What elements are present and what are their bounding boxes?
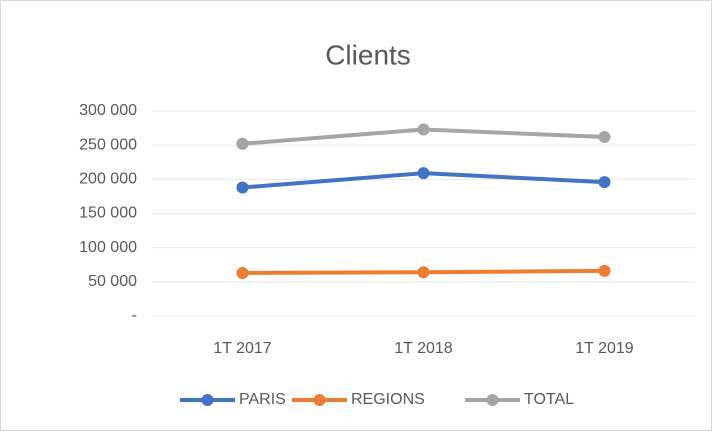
data-point xyxy=(417,167,430,180)
y-tick-label: 50 000 xyxy=(88,273,137,290)
data-point xyxy=(236,266,249,279)
legend-label: PARIS xyxy=(239,391,286,408)
legend-marker xyxy=(313,394,326,406)
x-tick-label: 1T 2019 xyxy=(575,340,634,357)
data-point xyxy=(417,123,430,136)
data-point xyxy=(236,137,249,150)
legend-label: REGIONS xyxy=(351,391,425,408)
y-tick-label: 150 000 xyxy=(79,205,137,222)
chart-title: Clients xyxy=(325,39,411,70)
legend-marker xyxy=(486,394,499,406)
legend-marker xyxy=(201,394,214,406)
legend-label: TOTAL xyxy=(524,391,574,408)
data-point xyxy=(598,264,611,277)
data-point xyxy=(417,266,430,279)
data-point xyxy=(236,181,249,194)
x-tick-label: 1T 2018 xyxy=(394,340,453,357)
y-tick-label: 100 000 xyxy=(79,239,137,256)
y-tick-label: 200 000 xyxy=(79,171,137,188)
data-point xyxy=(598,176,611,189)
y-tick-label: 300 000 xyxy=(79,102,137,119)
y-tick-label: 250 000 xyxy=(79,136,137,153)
data-point xyxy=(598,130,611,143)
y-tick-label: - xyxy=(132,307,137,324)
x-tick-label: 1T 2017 xyxy=(213,340,272,357)
